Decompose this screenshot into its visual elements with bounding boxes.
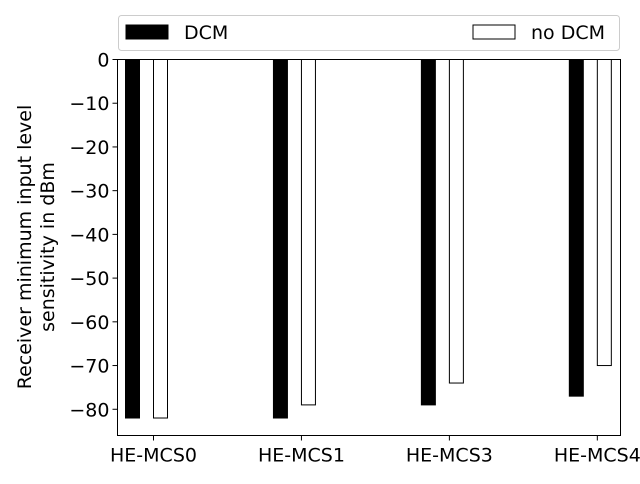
- bars: [125, 59, 612, 419]
- bar-no-dcm-he-mcs0: [153, 59, 168, 419]
- legend: DCM no DCM: [118, 15, 620, 51]
- x-tick-label: HE-MCS0: [110, 445, 197, 467]
- y-tick-label: −50: [69, 268, 109, 290]
- legend-label-no-dcm: no DCM: [531, 22, 605, 44]
- legend-box: [118, 15, 620, 51]
- bar-dcm-he-mcs0: [125, 59, 140, 419]
- bar-dcm-he-mcs1: [272, 59, 288, 419]
- legend-label-dcm: DCM: [184, 22, 228, 44]
- y-axis-label-line-2: sensitivity in dBm: [37, 162, 59, 332]
- y-tick-label: −40: [69, 224, 109, 246]
- y-axis: 0 −10 −20 −30 −40 −50 −60 −70 −80: [69, 50, 118, 421]
- y-tick-label: −70: [69, 356, 109, 378]
- legend-swatch-no-dcm: [472, 24, 516, 40]
- y-tick-label: −20: [69, 137, 109, 159]
- y-tick-label: −60: [69, 312, 109, 334]
- x-axis: HE-MCS0 HE-MCS1 HE-MCS3 HE-MCS4: [110, 435, 640, 467]
- x-tick-label: HE-MCS1: [258, 445, 345, 467]
- y-tick-label: −80: [69, 399, 109, 421]
- y-tick-label: −10: [69, 93, 109, 115]
- x-tick-label: HE-MCS4: [554, 445, 640, 467]
- plot-frame: [117, 59, 621, 436]
- bar-no-dcm-he-mcs1: [300, 59, 316, 406]
- bar-dcm-he-mcs3: [420, 59, 436, 406]
- bar-dcm-he-mcs4: [568, 59, 584, 397]
- x-tick-label: HE-MCS3: [406, 445, 493, 467]
- y-axis-label-line-1: Receiver minimum input level: [14, 105, 36, 390]
- y-tick-label: 0: [97, 50, 109, 72]
- y-tick-label: −30: [69, 181, 109, 203]
- bar-no-dcm-he-mcs3: [448, 59, 464, 384]
- bar-no-dcm-he-mcs4: [596, 59, 612, 367]
- legend-swatch-dcm: [125, 24, 169, 40]
